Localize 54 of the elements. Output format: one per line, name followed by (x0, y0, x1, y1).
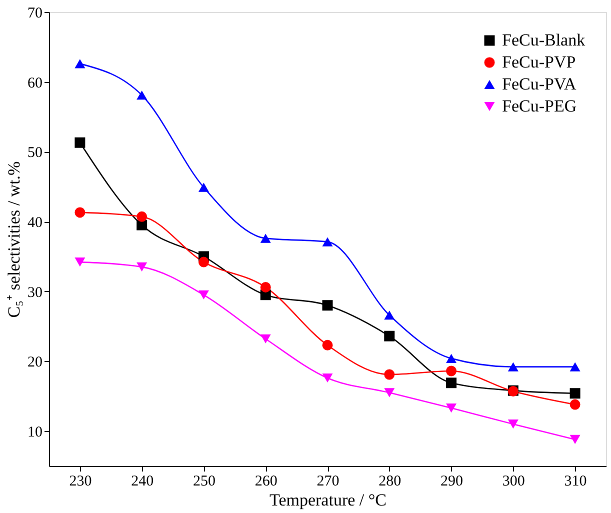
y-tick-label: 40 (28, 215, 42, 232)
legend-label: FeCu-PEG (502, 96, 577, 116)
point (446, 378, 457, 388)
point (136, 211, 148, 222)
point (198, 290, 209, 300)
point (136, 90, 148, 100)
legend-label: FeCu-Blank (502, 30, 586, 50)
point (198, 182, 209, 192)
point (136, 262, 148, 272)
point (74, 258, 86, 267)
x-tick-label: 310 (564, 474, 587, 490)
x-tick-label: 230 (69, 474, 92, 490)
x-tick-label: 260 (254, 474, 278, 490)
x-tick-label: 250 (192, 474, 216, 490)
point (136, 220, 148, 230)
y-axis-title: C₅⁺ selectivities / wt.% (4, 161, 24, 318)
point (260, 334, 271, 344)
y-tick-label: 60 (28, 75, 42, 92)
point (322, 300, 333, 311)
point (570, 362, 580, 372)
point (74, 137, 86, 148)
point (322, 340, 333, 350)
point (260, 234, 271, 243)
point (384, 330, 395, 342)
point (322, 237, 333, 246)
point (570, 434, 580, 444)
point (74, 59, 86, 68)
point (446, 354, 457, 363)
point (198, 256, 209, 268)
legend-label: FeCu-PVP (502, 52, 576, 72)
y-tick-label: 20 (28, 354, 42, 371)
point (260, 282, 271, 292)
point (446, 403, 457, 413)
y-tick-label: 30 (28, 284, 42, 301)
point (384, 369, 395, 380)
x-axis-title: Temperature / °C (269, 490, 387, 510)
y-tick-label: 10 (28, 424, 42, 441)
point (74, 207, 86, 218)
point (508, 362, 518, 372)
legend-label: FeCu-PVA (502, 74, 578, 94)
point (446, 366, 457, 376)
x-tick-label: 290 (440, 474, 464, 490)
x-tick-label: 300 (502, 474, 525, 490)
point (508, 420, 518, 429)
point (570, 399, 580, 410)
y-tick-label: 50 (28, 145, 42, 162)
x-tick-label: 270 (316, 474, 340, 490)
y-tick-label: 70 (28, 6, 42, 22)
point (384, 388, 395, 398)
x-tick-label: 280 (378, 474, 402, 490)
point (570, 388, 580, 399)
point (384, 310, 395, 320)
x-tick-label: 240 (131, 474, 154, 490)
point (322, 373, 333, 383)
